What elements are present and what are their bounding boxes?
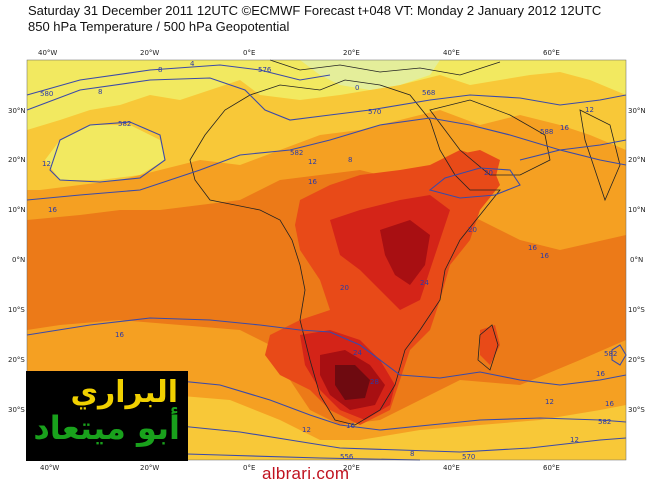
lon-top-20w: 20°W (140, 49, 159, 57)
lat-right-0n: 0°N (630, 256, 643, 264)
lon-top-40e: 40°E (443, 49, 460, 57)
contour-label: 16 (560, 124, 569, 132)
contour-label: 582 (604, 350, 617, 358)
lat-labels-left: 30°N 20°N 10°N 0°N 10°S 20°S 30°S (8, 107, 26, 414)
band-20-24-horn (455, 150, 500, 185)
site-watermark: albrari.com (262, 464, 350, 483)
lat-right-10s: 10°S (628, 306, 645, 314)
contour-label: 24 (420, 279, 429, 287)
lon-top-60e: 60°E (543, 49, 560, 57)
lat-right-30n: 30°N (628, 107, 646, 115)
lat-left-20n: 20°N (8, 156, 26, 164)
coastlines (189, 59, 621, 426)
lon-bot-40e: 40°E (443, 464, 460, 472)
contour-label: 16 (596, 370, 605, 378)
contour-label: 582 (290, 149, 303, 157)
band-4-8-north (27, 60, 626, 130)
contour-label: 20 (484, 169, 493, 177)
lat-left-0n: 0°N (12, 256, 25, 264)
contour-label: 8 (158, 66, 162, 74)
coast-europe (269, 59, 501, 76)
coast-africa (189, 79, 501, 426)
contour-label: 16 (346, 422, 355, 430)
contour-label: 20 (340, 284, 349, 292)
lat-right-30s: 30°S (628, 406, 645, 414)
contour-588 (428, 167, 521, 199)
lon-top-40w: 40°W (38, 49, 57, 57)
contour-588-east (519, 149, 627, 166)
contour-label: 16 (115, 331, 124, 339)
contour-label: 8 (98, 88, 102, 96)
coast-arabia (429, 99, 551, 176)
lat-left-10s: 10°S (8, 306, 25, 314)
lon-labels-top: 40°W 20°W 0°E 20°E 40°E 60°E (38, 49, 560, 57)
contour-580 (26, 77, 627, 121)
contour-label: 588 (540, 128, 553, 136)
lat-left-20s: 20°S (8, 356, 25, 364)
contour-label: 582 (598, 418, 611, 426)
logo-line-1: البراري (70, 375, 178, 410)
band-0-4-north (300, 60, 440, 90)
albrari-logo: البراري أبو ميتعاد (26, 371, 188, 461)
contour-label: 8 (348, 156, 352, 164)
contour-label: 16 (605, 400, 614, 408)
contour-label: 28 (370, 378, 379, 386)
coast-india (579, 109, 621, 202)
contour-label: 12 (302, 426, 311, 434)
lon-bot-20e: 20°E (343, 464, 360, 472)
map-border (26, 59, 627, 461)
contour-low-se (611, 344, 627, 366)
lon-top-20e: 20°E (343, 49, 360, 57)
contour-582-loop (49, 121, 166, 183)
band-4-8-west-blob (45, 125, 165, 180)
contour-label: 8 (410, 450, 414, 458)
contour-582 (26, 117, 627, 201)
contour-label: 16 (540, 252, 549, 260)
contour-label: 12 (42, 160, 51, 168)
lon-bot-60e: 60°E (543, 464, 560, 472)
contour-label: 12 (545, 398, 554, 406)
contour-label: 16 (528, 244, 537, 252)
contour-label: 556 (340, 453, 354, 461)
lat-left-30n: 30°N (8, 107, 26, 115)
lat-labels-right: 30°N 20°N 10°N 0°N 10°S 20°S 30°S (628, 107, 646, 414)
contour-label: 16 (308, 178, 317, 186)
contour-label: 12 (585, 106, 594, 114)
lon-labels-bottom: 40°W 20°W 0°E 20°E 40°E 60°E (40, 464, 560, 472)
contour-label: 568 (422, 89, 435, 97)
contour-label: 12 (570, 436, 579, 444)
contour-582-south (26, 317, 627, 386)
map-frame (26, 59, 627, 461)
contour-label: 0 (355, 84, 359, 92)
lon-bot-40w: 40°W (40, 464, 59, 472)
contour-label: 4 (190, 60, 195, 68)
contour-label: 582 (118, 120, 131, 128)
contour-label: 570 (368, 108, 381, 116)
contour-label: 16 (48, 206, 57, 214)
contour-label: 12 (308, 158, 317, 166)
forecast-subtitle: 850 hPa Temperature / 500 hPa Geopotenti… (28, 19, 290, 34)
lon-top-0e: 0°E (243, 49, 255, 57)
lat-left-30s: 30°S (8, 406, 25, 414)
lon-bot-20w: 20°W (140, 464, 159, 472)
coast-madagascar (477, 324, 499, 371)
contour-label: 580 (40, 90, 53, 98)
logo-line-2: أبو ميتعاد (33, 409, 180, 447)
contour-576 (26, 64, 331, 96)
contour-labels: 576 580 582 582 570 568 588 582 570 556 … (40, 60, 617, 461)
contour-label: 24 (353, 349, 362, 357)
contour-label: 20 (468, 226, 477, 234)
lat-right-20n: 20°N (628, 156, 646, 164)
contour-label: 576 (258, 66, 272, 74)
lat-left-10n: 10°N (8, 206, 26, 214)
band-32-south (335, 365, 370, 400)
lon-bot-0e: 0°E (243, 464, 255, 472)
lat-right-20s: 20°S (628, 356, 645, 364)
contour-label: 570 (462, 453, 475, 461)
forecast-title: Saturday 31 December 2011 12UTC ©ECMWF F… (28, 3, 602, 18)
band-28-32-central (380, 220, 430, 285)
lat-right-10n: 10°N (628, 206, 646, 214)
